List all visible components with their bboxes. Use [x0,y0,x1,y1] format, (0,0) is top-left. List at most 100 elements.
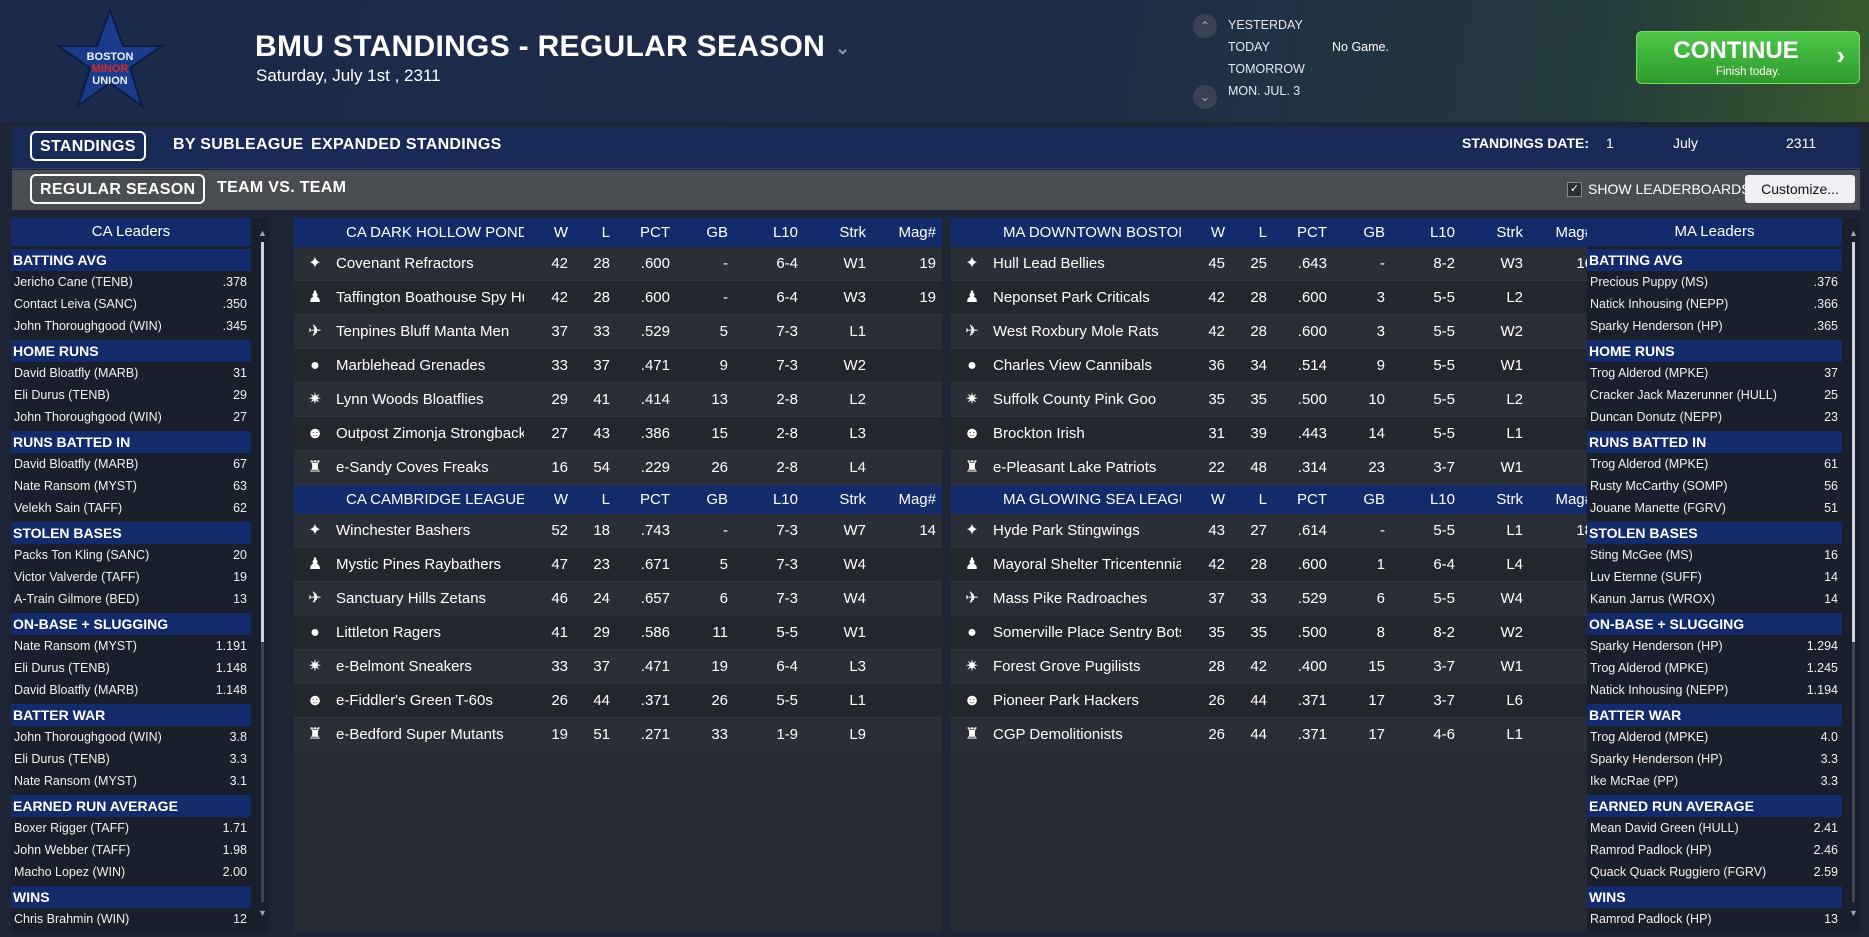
team-name[interactable]: Neponset Park Criticals [993,289,1150,306]
leader-player[interactable]: Contact Leiva (SANC) [14,297,137,311]
table-row[interactable]: ✦ Hyde Park Stingwings 43 27 .614 - 5-5 L1 18 [951,514,1599,548]
table-row[interactable]: ☻ Outpost Zimonja Strongbacks 27 43 .386 15 2-… [294,417,942,451]
team-name[interactable]: Suffolk County Pink Goo [993,391,1157,408]
table-row[interactable]: ● Marblehead Grenades 33 37 .471 9 7-3 W2 [294,349,942,383]
leader-category[interactable]: STOLEN BASES [11,522,251,544]
leader-row[interactable]: David Bloatfly (MARB) 67 [11,453,251,475]
leader-row[interactable]: Jouane Manette (FGRV) 51 [1587,497,1842,519]
leader-category[interactable]: BATTING AVG [1587,249,1842,271]
show-leaderboards-checkbox[interactable]: ✓ [1567,182,1582,197]
leader-row[interactable]: John Thoroughgood (WIN) 3.8 [11,726,251,748]
table-row[interactable]: ✦ Hull Lead Bellies 45 25 .643 - 8-2 W3 16 [951,247,1599,281]
leader-row[interactable]: Nate Ransom (MYST) 1.191 [11,635,251,657]
leader-row[interactable]: Natick Inhousing (NEPP) 1.194 [1587,679,1842,701]
leader-player[interactable]: Packs Ton Kling (SANC) [14,548,150,562]
table-row[interactable]: ☻ e-Fiddler's Green T-60s 26 44 .371 26 5-5 L1 [294,684,942,718]
team-name[interactable]: Marblehead Grenades [336,357,486,374]
table-row[interactable]: ✈ Tenpines Bluff Manta Men 37 33 .529 5 7-3 L1 [294,315,942,349]
tab-regular-season[interactable]: REGULAR SEASON [30,174,206,204]
leader-category[interactable]: WINS [1587,886,1842,908]
leader-player[interactable]: Velekh Sain (TAFF) [14,501,123,515]
leader-player[interactable]: Boxer Rigger (TAFF) [14,821,130,835]
leader-category[interactable]: STOLEN BASES [1587,522,1842,544]
column-header-pct[interactable]: PCT [640,491,670,508]
day-tomorrow[interactable]: TOMORROW [1228,62,1305,76]
day-down-icon[interactable]: ⌄ [1193,85,1217,109]
league-name[interactable]: MA DOWNTOWN BOSTON LEAGUE [1003,224,1181,241]
leader-row[interactable]: Natick Inhousing (NEPP) .366 [1587,293,1842,315]
leader-category[interactable]: ON-BASE + SLUGGING [11,613,251,635]
leader-player[interactable]: Nate Ransom (MYST) [14,479,137,493]
leader-category[interactable]: HOME RUNS [1587,340,1842,362]
leader-player[interactable]: Luv Eternne (SUFF) [1590,570,1702,584]
leader-player[interactable]: Natick Inhousing (NEPP) [1590,297,1729,311]
leader-player[interactable]: David Bloatfly (MARB) [14,366,139,380]
leader-player[interactable]: David Bloatfly (MARB) [14,683,139,697]
leader-player[interactable]: Kanun Jarrus (WROX) [1590,592,1716,606]
column-header-wins[interactable]: W [553,224,568,241]
leader-player[interactable]: Trog Alderod (MPKE) [1590,457,1709,471]
table-row[interactable]: ✈ West Roxbury Mole Rats 42 28 .600 3 5-5 W2 [951,315,1599,349]
leader-player[interactable]: John Thoroughgood (WIN) [14,410,162,424]
leader-player[interactable]: Macho Lopez (WIN) [14,865,126,879]
tab-by-subleague[interactable]: BY SUBLEAGUE [173,136,304,153]
leader-category[interactable]: RUNS BATTED IN [1587,431,1842,453]
leader-player[interactable]: David Bloatfly (MARB) [14,457,139,471]
table-row[interactable]: ✷ Lynn Woods Bloatflies 29 41 .414 13 2-8 L2 [294,383,942,417]
leader-row[interactable]: Trog Alderod (MPKE) 61 [1587,453,1842,475]
column-header-magic-number[interactable]: Mag# [1555,224,1593,241]
column-header-wins[interactable]: W [553,491,568,508]
column-header-wins[interactable]: W [1210,491,1225,508]
column-header-pct[interactable]: PCT [640,224,670,241]
team-name[interactable]: Sanctuary Hills Zetans [336,590,487,607]
column-header-last-ten[interactable]: L10 [772,491,798,508]
table-row[interactable]: ✈ Mass Pike Radroaches 37 33 .529 6 5-5 W4 [951,582,1599,616]
leader-row[interactable]: A-Train Gilmore (BED) 13 [11,588,251,610]
column-header-wins[interactable]: W [1210,224,1225,241]
leader-row[interactable]: Jericho Cane (TENB) .378 [11,271,251,293]
leader-row[interactable]: Cracker Jack Mazerunner (HULL) 25 [1587,384,1842,406]
leader-row[interactable]: Duncan Donutz (NEPP) 23 [1587,406,1842,428]
leader-row[interactable]: Kanun Jarrus (WROX) 14 [1587,588,1842,610]
leader-row[interactable]: Sparky Henderson (HP) 3.3 [1587,748,1842,770]
leader-row[interactable]: Sparky Henderson (HP) 1.294 [1587,635,1842,657]
leader-player[interactable]: Eli Durus (TENB) [14,661,110,675]
team-name[interactable]: West Roxbury Mole Rats [993,323,1159,340]
leader-row[interactable]: John Thoroughgood (WIN) 27 [11,406,251,428]
leader-player[interactable]: Mean David Green (HULL) [1590,821,1739,835]
column-header-losses[interactable]: L [601,491,610,508]
table-row[interactable]: ✷ e-Belmont Sneakers 33 37 .471 19 6-4 L3 [294,650,942,684]
column-header-games-back[interactable]: GB [706,491,728,508]
chevron-down-icon[interactable]: ⌄ [835,37,851,58]
column-header-losses[interactable]: L [1258,224,1267,241]
table-row[interactable]: ♜ e-Pleasant Lake Patriots 22 48 .314 23 3-7 W1 [951,451,1599,485]
leader-player[interactable]: Sting McGee (MS) [1590,548,1693,562]
leader-row[interactable]: Contact Leiva (SANC) .350 [11,293,251,315]
table-row[interactable]: ♟ Mystic Pines Raybathers 47 23 .671 5 7-3 W4 [294,548,942,582]
column-header-magic-number[interactable]: Mag# [898,491,936,508]
leader-player[interactable]: Trog Alderod (MPKE) [1590,366,1709,380]
team-name[interactable]: e-Bedford Super Mutants [336,726,504,743]
column-header-losses[interactable]: L [601,224,610,241]
column-header-games-back[interactable]: GB [706,224,728,241]
leader-player[interactable]: Sparky Henderson (HP) [1590,319,1723,333]
table-row[interactable]: ✦ Winchester Bashers 52 18 .743 - 7-3 W7 14 [294,514,942,548]
leader-row[interactable]: Precious Puppy (MS) .376 [1587,271,1842,293]
leader-row[interactable]: Mean David Green (HULL) 2.41 [1587,817,1842,839]
standings-date-year[interactable]: 2311 [1786,135,1817,151]
column-header-streak[interactable]: Strk [1496,491,1523,508]
page-title[interactable]: BMU STANDINGS - REGULAR SEASON ⌄ [255,30,851,64]
league-name[interactable]: MA GLOWING SEA LEAGUE [1003,491,1181,508]
team-name[interactable]: Pioneer Park Hackers [993,692,1139,709]
leader-row[interactable]: Velekh Sain (TAFF) 62 [11,497,251,519]
league-name[interactable]: CA DARK HOLLOW POND LEAGUE [346,224,524,241]
team-name[interactable]: Lynn Woods Bloatflies [336,391,484,408]
leader-player[interactable]: Natick Inhousing (NEPP) [1590,683,1729,697]
leader-player[interactable]: Rusty McCarthy (SOMP) [1590,479,1728,493]
ma-leaders-scrollbar[interactable]: ▲ ▼ [1849,228,1858,918]
table-row[interactable]: ♜ e-Sandy Coves Freaks 16 54 .229 26 2-8 L4 [294,451,942,485]
tab-expanded-standings[interactable]: EXPANDED STANDINGS [311,136,502,153]
table-row[interactable]: ☻ Pioneer Park Hackers 26 44 .371 17 3-7 L6 [951,684,1599,718]
customize-button[interactable]: Customize... [1745,175,1855,203]
tab-standings[interactable]: STANDINGS [30,131,146,161]
